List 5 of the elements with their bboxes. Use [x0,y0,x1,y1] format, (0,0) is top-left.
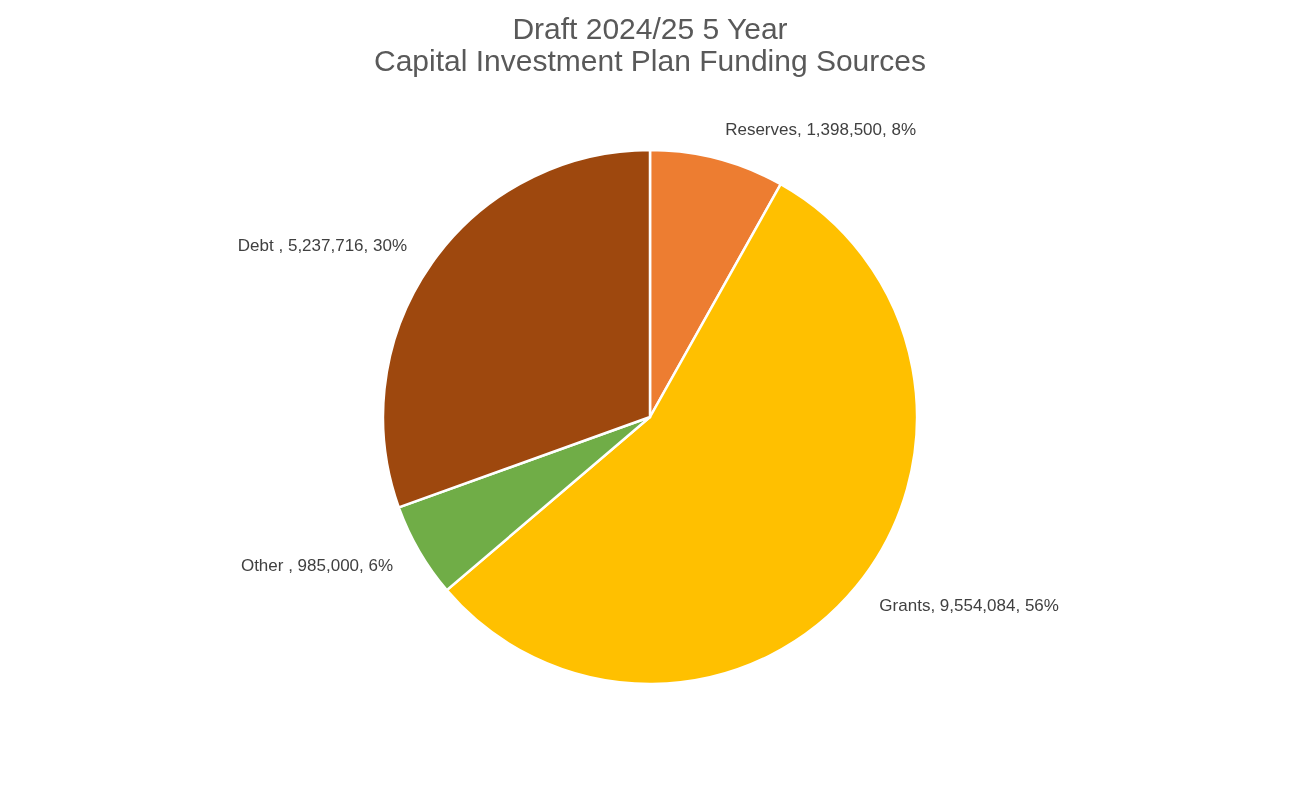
slice-label: Grants, 9,554,084, 56% [879,595,1059,615]
slice-label: Debt , 5,237,716, 30% [237,236,408,256]
slice-label: Other , 985,000, 6% [240,555,394,575]
slice-label: Reserves, 1,398,500, 8% [725,119,917,139]
chart-title: Draft 2024/25 5 Year Capital Investment Plan Funding Sources [374,12,926,77]
